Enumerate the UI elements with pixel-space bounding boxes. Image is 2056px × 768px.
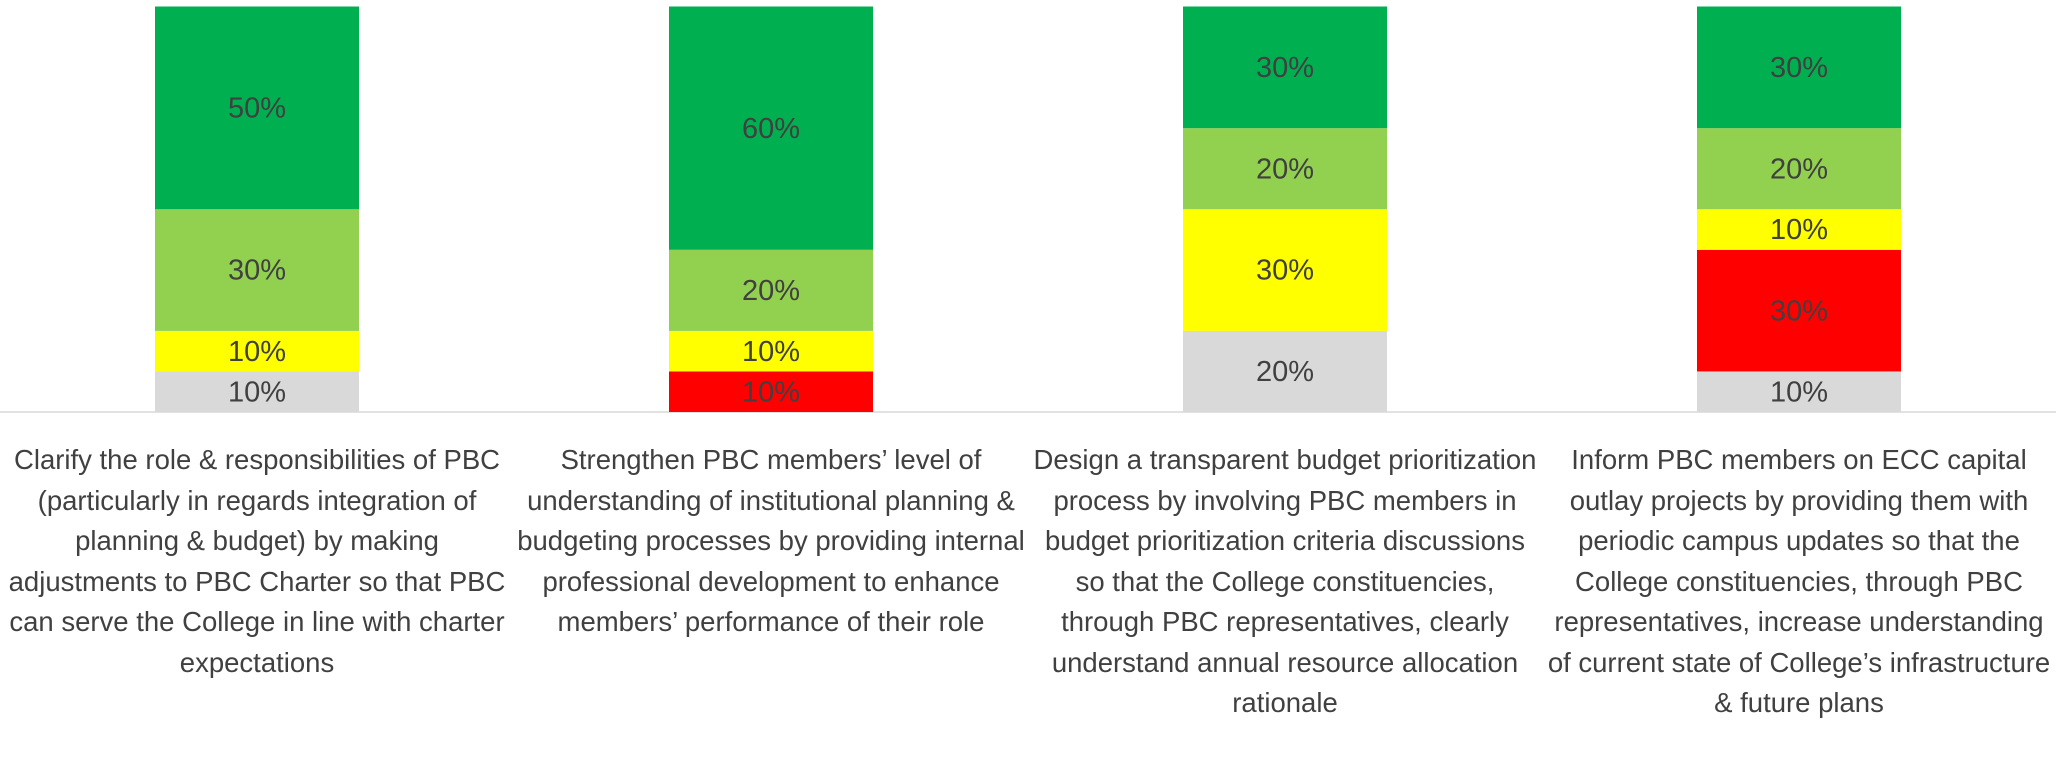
data-label: 10% xyxy=(228,376,286,408)
category-label: Clarify the role & responsibilities of P… xyxy=(8,444,506,678)
bar-segment xyxy=(1183,209,1387,331)
data-label: 20% xyxy=(1256,356,1314,388)
data-label: 20% xyxy=(742,275,800,307)
data-label: 20% xyxy=(1770,153,1828,185)
data-label: 30% xyxy=(228,255,286,287)
bar-segment xyxy=(669,249,873,331)
data-label: 10% xyxy=(1770,376,1828,408)
bar-segment xyxy=(1183,128,1387,210)
bar-segment xyxy=(1697,209,1901,250)
bar-segment xyxy=(1697,249,1901,372)
bar-segment xyxy=(155,6,359,210)
bar-segment xyxy=(155,330,359,372)
bar-segment xyxy=(1697,6,1901,129)
data-label: 30% xyxy=(1256,255,1314,287)
bar-segment xyxy=(669,6,873,250)
data-label: 10% xyxy=(1770,214,1828,246)
bar-segment xyxy=(1697,371,1901,412)
bar-segment xyxy=(155,371,359,412)
bar-segment xyxy=(669,371,873,412)
bar-segment xyxy=(155,209,359,331)
category-label: Inform PBC members on ECC capital outlay… xyxy=(1547,444,2051,718)
bar-segment xyxy=(1183,6,1387,129)
category-label: Strengthen PBC members’ level of underst… xyxy=(517,444,1025,637)
data-label: 20% xyxy=(1256,153,1314,185)
bar-segment xyxy=(1183,330,1387,412)
data-label: 30% xyxy=(1256,52,1314,84)
data-label: 10% xyxy=(742,376,800,408)
bar-segment xyxy=(1697,128,1901,210)
data-label: 50% xyxy=(228,93,286,125)
category-label: Design a transparent budget prioritizati… xyxy=(1033,444,1537,718)
data-label: 30% xyxy=(1770,52,1828,84)
data-label: 10% xyxy=(228,336,286,368)
data-label: 60% xyxy=(742,113,800,145)
data-label: 10% xyxy=(742,336,800,368)
bar-segment xyxy=(669,330,873,372)
data-label: 30% xyxy=(1770,295,1828,327)
